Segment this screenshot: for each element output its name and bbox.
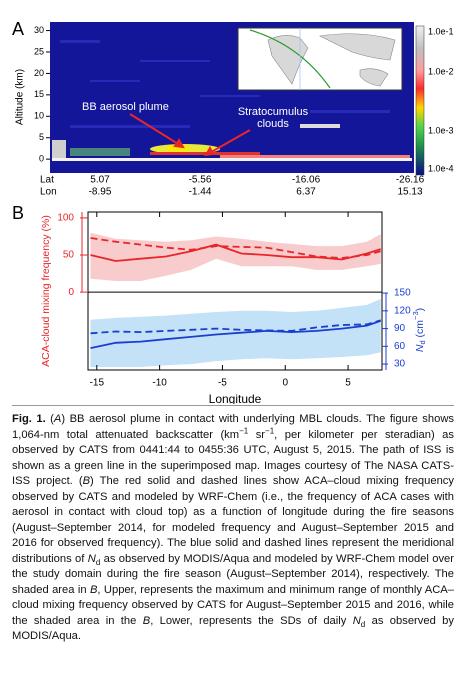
- lon-label: Lon: [40, 187, 57, 198]
- y-axis-label: Altitude (km): [15, 69, 26, 125]
- y-axis-label: ACA-cloud mixing frequency (%): [40, 215, 52, 367]
- lat-label: Lat: [40, 175, 54, 186]
- y-tick-label: 30: [34, 25, 44, 35]
- caption-text: , per kilometer per steradian) as observ…: [12, 428, 454, 488]
- y-tick-label: 50: [63, 250, 75, 261]
- annotation: Stratocumulus: [238, 106, 309, 118]
- y2-axis-label-part: (cm: [414, 320, 426, 341]
- x-tick-label: 5: [345, 378, 351, 389]
- lat-value: -16.06: [292, 175, 321, 186]
- lat-value: 5.07: [90, 175, 110, 186]
- x-tick-label: -5: [218, 378, 227, 389]
- caption-text: B: [142, 614, 151, 627]
- y-tick-label: 15: [34, 89, 44, 99]
- caption: Fig. 1. (A) BB aerosol plume in contact …: [12, 412, 454, 645]
- x-tick-label: 0: [282, 378, 288, 389]
- rule: [12, 405, 454, 406]
- y-tick-label: 0: [68, 287, 74, 298]
- caption-text: −1: [239, 425, 249, 435]
- x-axis-label: Longitude: [209, 392, 262, 404]
- colorbar-label: 1.0e-2: [428, 66, 454, 76]
- y2-axis-label: Nd (cm−3): [411, 308, 427, 352]
- figure: A Altitude (km) BB aerosol plume Stratoc…: [12, 19, 454, 404]
- caption-text: B: [82, 475, 91, 487]
- caption-text: Fig. 1.: [12, 413, 46, 425]
- y2-tick-label: 90: [394, 323, 406, 334]
- caption-text: A: [53, 413, 62, 425]
- y2-tick-label: 60: [394, 341, 406, 352]
- x-tick-label: -10: [152, 378, 167, 389]
- series-line: [90, 243, 381, 262]
- y2-tick-label: 120: [394, 305, 411, 316]
- annotation: BB aerosol plume: [82, 101, 169, 113]
- caption-text: ) The red solid and dashed lines show AC…: [12, 475, 454, 565]
- y2-axis-label-part: d: [418, 340, 427, 344]
- annotation: clouds: [257, 118, 289, 130]
- plot-frame: [87, 211, 383, 371]
- arrows: [129, 113, 251, 157]
- lat-value: -26.16: [396, 175, 425, 186]
- panel-label: A: [12, 19, 24, 39]
- y-tick-label: 100: [57, 213, 74, 224]
- lat-value: -5.56: [189, 175, 212, 186]
- inset-map: [237, 27, 403, 91]
- caption-text: −1: [265, 425, 275, 435]
- colorbar-label: 1.0e-4: [428, 163, 454, 173]
- lon-value: -8.95: [89, 187, 112, 198]
- y-tick-label: 5: [39, 132, 44, 142]
- series-line: [90, 319, 381, 335]
- y-tick-label: 0: [39, 154, 44, 164]
- clouds: [52, 124, 412, 161]
- caption-text: N: [352, 614, 361, 627]
- lon-value: 15.13: [397, 187, 422, 198]
- caption-text: B: [89, 583, 98, 596]
- caption-text: sr: [248, 428, 266, 441]
- y2-axis-label-part: N: [414, 344, 426, 352]
- lon-value: 6.37: [296, 187, 316, 198]
- x-tick-label: -15: [90, 378, 105, 389]
- y2-tick-label: 30: [394, 359, 406, 370]
- caption-text: d: [360, 619, 366, 629]
- caption-text: d: [95, 557, 101, 567]
- colorbar-label: 1.0e-3: [428, 125, 454, 135]
- y-tick-label: 20: [34, 68, 44, 78]
- panel-label: B: [12, 203, 24, 223]
- colorbar-label: 1.0e-1: [428, 26, 454, 36]
- caption-text: N: [87, 552, 96, 565]
- caption-text: (: [45, 413, 54, 425]
- caption-text: , Lower, represents the SDs of daily: [150, 614, 353, 627]
- noise: [60, 40, 390, 128]
- caption-text: , Upper, represents the maximum and mini…: [12, 583, 454, 627]
- y2-axis-label-part: −3: [411, 311, 420, 320]
- band: [90, 232, 381, 281]
- caption-text: as observed by MODIS/Aqua and modeled by…: [12, 552, 454, 596]
- lon-value: -1.44: [189, 187, 212, 198]
- series-line: [90, 320, 381, 349]
- caption-text: ) BB aerosol plume in contact with under…: [12, 413, 454, 441]
- y-tick-label: 25: [34, 46, 44, 56]
- y2-axis-label-part: ): [414, 308, 426, 312]
- series-line: [90, 237, 381, 259]
- caption-text: as observed by MODIS/Aqua.: [12, 614, 454, 643]
- y2-tick-label: 150: [394, 288, 411, 299]
- y-tick-label: 10: [34, 111, 44, 121]
- plot: [90, 232, 381, 367]
- colorbar: [415, 25, 425, 176]
